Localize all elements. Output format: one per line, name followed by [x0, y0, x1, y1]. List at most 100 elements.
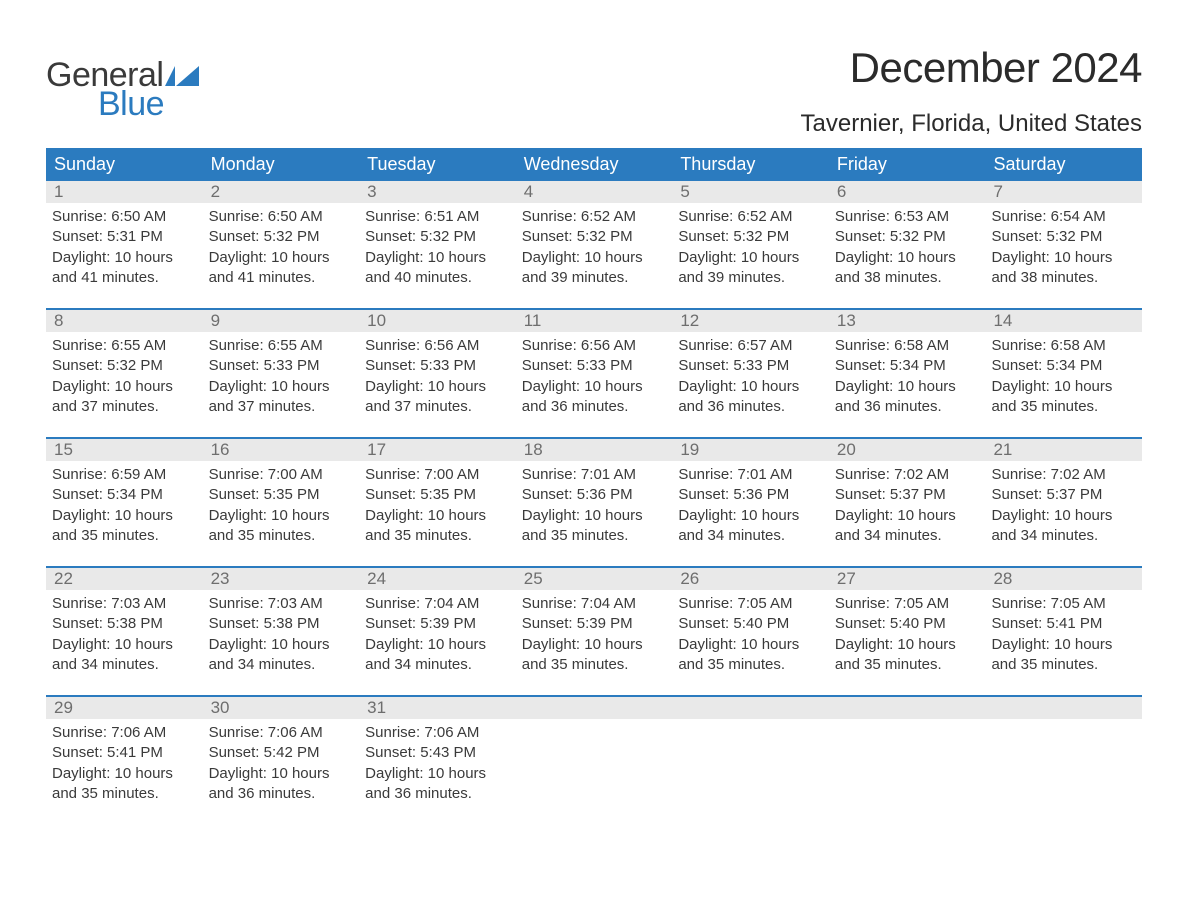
day-number: 7 — [985, 181, 1142, 203]
sunrise-text: Sunrise: 7:00 AM — [209, 465, 354, 485]
daylight-text-line2: and 35 minutes. — [522, 655, 667, 675]
day-number: 8 — [46, 310, 203, 332]
sunrise-text: Sunrise: 7:03 AM — [209, 594, 354, 614]
daylight-text-line2: and 35 minutes. — [365, 526, 510, 546]
calendar-day — [672, 697, 829, 810]
sunset-text: Sunset: 5:35 PM — [209, 485, 354, 505]
sunrise-text: Sunrise: 7:04 AM — [365, 594, 510, 614]
calendar-day: 30Sunrise: 7:06 AMSunset: 5:42 PMDayligh… — [203, 697, 360, 810]
daylight-text-line2: and 36 minutes. — [522, 397, 667, 417]
day-number: 5 — [672, 181, 829, 203]
sunset-text: Sunset: 5:36 PM — [522, 485, 667, 505]
day-details: Sunrise: 6:54 AMSunset: 5:32 PMDaylight:… — [991, 207, 1136, 288]
daylight-text-line2: and 35 minutes. — [991, 397, 1136, 417]
day-details: Sunrise: 7:02 AMSunset: 5:37 PMDaylight:… — [835, 465, 980, 546]
day-details: Sunrise: 7:05 AMSunset: 5:40 PMDaylight:… — [678, 594, 823, 675]
daylight-text-line1: Daylight: 10 hours — [522, 248, 667, 268]
calendar-day — [985, 697, 1142, 810]
daylight-text-line1: Daylight: 10 hours — [991, 248, 1136, 268]
daylight-text-line2: and 35 minutes. — [52, 526, 197, 546]
sunset-text: Sunset: 5:33 PM — [209, 356, 354, 376]
day-details: Sunrise: 6:52 AMSunset: 5:32 PMDaylight:… — [678, 207, 823, 288]
day-number: 30 — [203, 697, 360, 719]
day-number: 27 — [829, 568, 986, 590]
day-details: Sunrise: 7:05 AMSunset: 5:41 PMDaylight:… — [991, 594, 1136, 675]
calendar-day: 25Sunrise: 7:04 AMSunset: 5:39 PMDayligh… — [516, 568, 673, 681]
day-details: Sunrise: 7:01 AMSunset: 5:36 PMDaylight:… — [522, 465, 667, 546]
daylight-text-line1: Daylight: 10 hours — [209, 635, 354, 655]
daylight-text-line2: and 36 minutes. — [209, 784, 354, 804]
day-details: Sunrise: 7:04 AMSunset: 5:39 PMDaylight:… — [365, 594, 510, 675]
day-number: 22 — [46, 568, 203, 590]
logo-text-blue: Blue — [98, 85, 164, 124]
sunrise-text: Sunrise: 7:06 AM — [365, 723, 510, 743]
daylight-text-line1: Daylight: 10 hours — [522, 635, 667, 655]
sunrise-text: Sunrise: 6:52 AM — [678, 207, 823, 227]
month-title: December 2024 — [801, 44, 1143, 92]
sunset-text: Sunset: 5:37 PM — [991, 485, 1136, 505]
daylight-text-line1: Daylight: 10 hours — [365, 248, 510, 268]
week-row: 8Sunrise: 6:55 AMSunset: 5:32 PMDaylight… — [46, 308, 1142, 423]
sunset-text: Sunset: 5:32 PM — [678, 227, 823, 247]
sunset-text: Sunset: 5:34 PM — [835, 356, 980, 376]
calendar-page: General Blue December 2024 Tavernier, Fl… — [0, 0, 1188, 850]
sunrise-text: Sunrise: 6:55 AM — [209, 336, 354, 356]
daylight-text-line2: and 34 minutes. — [365, 655, 510, 675]
sunrise-text: Sunrise: 6:59 AM — [52, 465, 197, 485]
logo-flag-icon — [165, 66, 199, 86]
calendar-day: 31Sunrise: 7:06 AMSunset: 5:43 PMDayligh… — [359, 697, 516, 810]
sunrise-text: Sunrise: 7:02 AM — [991, 465, 1136, 485]
sunrise-text: Sunrise: 6:55 AM — [52, 336, 197, 356]
daylight-text-line1: Daylight: 10 hours — [52, 635, 197, 655]
day-details: Sunrise: 7:03 AMSunset: 5:38 PMDaylight:… — [52, 594, 197, 675]
weekday-header: Thursday — [672, 148, 829, 181]
sunset-text: Sunset: 5:32 PM — [52, 356, 197, 376]
day-details: Sunrise: 6:56 AMSunset: 5:33 PMDaylight:… — [522, 336, 667, 417]
calendar-day: 20Sunrise: 7:02 AMSunset: 5:37 PMDayligh… — [829, 439, 986, 552]
day-details: Sunrise: 7:04 AMSunset: 5:39 PMDaylight:… — [522, 594, 667, 675]
daylight-text-line1: Daylight: 10 hours — [365, 506, 510, 526]
sunset-text: Sunset: 5:32 PM — [835, 227, 980, 247]
week-row: 29Sunrise: 7:06 AMSunset: 5:41 PMDayligh… — [46, 695, 1142, 810]
daylight-text-line2: and 41 minutes. — [209, 268, 354, 288]
daylight-text-line1: Daylight: 10 hours — [991, 377, 1136, 397]
sunrise-text: Sunrise: 6:57 AM — [678, 336, 823, 356]
day-number: 18 — [516, 439, 673, 461]
calendar-day: 4Sunrise: 6:52 AMSunset: 5:32 PMDaylight… — [516, 181, 673, 294]
sunrise-text: Sunrise: 7:05 AM — [991, 594, 1136, 614]
sunrise-text: Sunrise: 7:05 AM — [678, 594, 823, 614]
day-details: Sunrise: 7:02 AMSunset: 5:37 PMDaylight:… — [991, 465, 1136, 546]
day-number — [985, 697, 1142, 719]
weekday-header: Saturday — [985, 148, 1142, 181]
day-number — [672, 697, 829, 719]
sunrise-text: Sunrise: 6:56 AM — [522, 336, 667, 356]
calendar-day: 29Sunrise: 7:06 AMSunset: 5:41 PMDayligh… — [46, 697, 203, 810]
daylight-text-line2: and 41 minutes. — [52, 268, 197, 288]
sunrise-text: Sunrise: 7:03 AM — [52, 594, 197, 614]
daylight-text-line2: and 34 minutes. — [835, 526, 980, 546]
day-details: Sunrise: 7:06 AMSunset: 5:43 PMDaylight:… — [365, 723, 510, 804]
daylight-text-line1: Daylight: 10 hours — [678, 506, 823, 526]
sunset-text: Sunset: 5:41 PM — [991, 614, 1136, 634]
sunrise-text: Sunrise: 6:56 AM — [365, 336, 510, 356]
daylight-text-line2: and 36 minutes. — [678, 397, 823, 417]
sunset-text: Sunset: 5:35 PM — [365, 485, 510, 505]
day-number: 13 — [829, 310, 986, 332]
calendar-day: 26Sunrise: 7:05 AMSunset: 5:40 PMDayligh… — [672, 568, 829, 681]
day-details: Sunrise: 6:59 AMSunset: 5:34 PMDaylight:… — [52, 465, 197, 546]
sunset-text: Sunset: 5:40 PM — [678, 614, 823, 634]
day-details: Sunrise: 6:50 AMSunset: 5:32 PMDaylight:… — [209, 207, 354, 288]
sunset-text: Sunset: 5:32 PM — [365, 227, 510, 247]
sunset-text: Sunset: 5:33 PM — [678, 356, 823, 376]
day-details: Sunrise: 6:56 AMSunset: 5:33 PMDaylight:… — [365, 336, 510, 417]
sunrise-text: Sunrise: 7:02 AM — [835, 465, 980, 485]
sunset-text: Sunset: 5:34 PM — [991, 356, 1136, 376]
location: Tavernier, Florida, United States — [801, 110, 1143, 138]
day-details: Sunrise: 6:50 AMSunset: 5:31 PMDaylight:… — [52, 207, 197, 288]
calendar-day: 2Sunrise: 6:50 AMSunset: 5:32 PMDaylight… — [203, 181, 360, 294]
daylight-text-line2: and 38 minutes. — [835, 268, 980, 288]
daylight-text-line1: Daylight: 10 hours — [52, 377, 197, 397]
daylight-text-line2: and 34 minutes. — [52, 655, 197, 675]
week-row: 1Sunrise: 6:50 AMSunset: 5:31 PMDaylight… — [46, 181, 1142, 294]
calendar-day: 22 Sunrise: 7:03 AMSunset: 5:38 PMDayligh… — [46, 568, 203, 681]
